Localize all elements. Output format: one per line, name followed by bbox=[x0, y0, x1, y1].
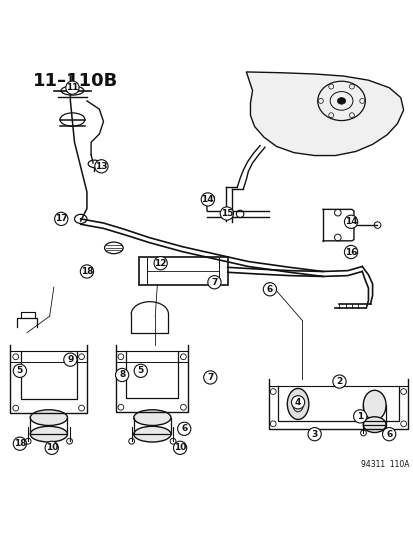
Ellipse shape bbox=[30, 426, 67, 442]
Text: 18: 18 bbox=[14, 439, 26, 448]
Ellipse shape bbox=[363, 417, 385, 432]
Text: 10: 10 bbox=[45, 443, 58, 453]
Circle shape bbox=[134, 364, 147, 377]
Circle shape bbox=[382, 427, 395, 441]
Text: 15: 15 bbox=[220, 209, 233, 218]
Circle shape bbox=[13, 364, 26, 377]
Circle shape bbox=[45, 441, 58, 455]
Circle shape bbox=[332, 375, 345, 388]
Ellipse shape bbox=[287, 389, 308, 419]
Circle shape bbox=[207, 276, 221, 289]
Text: 6: 6 bbox=[266, 285, 273, 294]
Circle shape bbox=[177, 422, 190, 435]
Text: 94311  110A: 94311 110A bbox=[361, 461, 409, 470]
Circle shape bbox=[55, 212, 68, 225]
Circle shape bbox=[263, 282, 276, 296]
Text: 8: 8 bbox=[119, 370, 125, 379]
Text: 13: 13 bbox=[95, 162, 107, 171]
Text: 1: 1 bbox=[356, 412, 363, 421]
Text: 9: 9 bbox=[67, 355, 74, 364]
Text: 6: 6 bbox=[180, 424, 187, 433]
Circle shape bbox=[115, 368, 128, 382]
Ellipse shape bbox=[337, 98, 345, 104]
Text: 18: 18 bbox=[81, 267, 93, 276]
Text: 11–110B: 11–110B bbox=[33, 72, 118, 90]
Ellipse shape bbox=[30, 410, 67, 425]
Circle shape bbox=[154, 256, 167, 270]
Text: 3: 3 bbox=[311, 430, 317, 439]
Circle shape bbox=[203, 371, 216, 384]
Circle shape bbox=[173, 441, 186, 455]
Text: 7: 7 bbox=[206, 373, 213, 382]
Text: 16: 16 bbox=[344, 247, 356, 256]
Text: 6: 6 bbox=[385, 430, 392, 439]
Circle shape bbox=[344, 245, 357, 259]
Circle shape bbox=[64, 353, 77, 366]
Circle shape bbox=[344, 215, 357, 229]
Text: 7: 7 bbox=[211, 278, 217, 287]
Circle shape bbox=[80, 265, 93, 278]
Bar bbox=[138, 257, 227, 285]
Circle shape bbox=[220, 207, 233, 220]
Text: 17: 17 bbox=[55, 214, 67, 223]
Text: 4: 4 bbox=[294, 398, 301, 407]
Text: 11: 11 bbox=[66, 83, 78, 92]
Circle shape bbox=[95, 160, 108, 173]
Text: 5: 5 bbox=[137, 366, 144, 375]
Ellipse shape bbox=[133, 410, 171, 425]
Text: 14: 14 bbox=[344, 217, 356, 227]
Circle shape bbox=[307, 427, 320, 441]
Text: 12: 12 bbox=[154, 259, 166, 268]
Circle shape bbox=[201, 193, 214, 206]
Text: 14: 14 bbox=[201, 195, 214, 204]
Text: 2: 2 bbox=[335, 377, 342, 386]
Text: 10: 10 bbox=[173, 443, 186, 453]
Circle shape bbox=[353, 410, 366, 423]
Polygon shape bbox=[246, 72, 403, 156]
Text: 5: 5 bbox=[17, 366, 23, 375]
Ellipse shape bbox=[133, 426, 171, 442]
Circle shape bbox=[13, 437, 26, 450]
Circle shape bbox=[66, 81, 79, 94]
Circle shape bbox=[291, 395, 304, 409]
Ellipse shape bbox=[363, 390, 385, 420]
